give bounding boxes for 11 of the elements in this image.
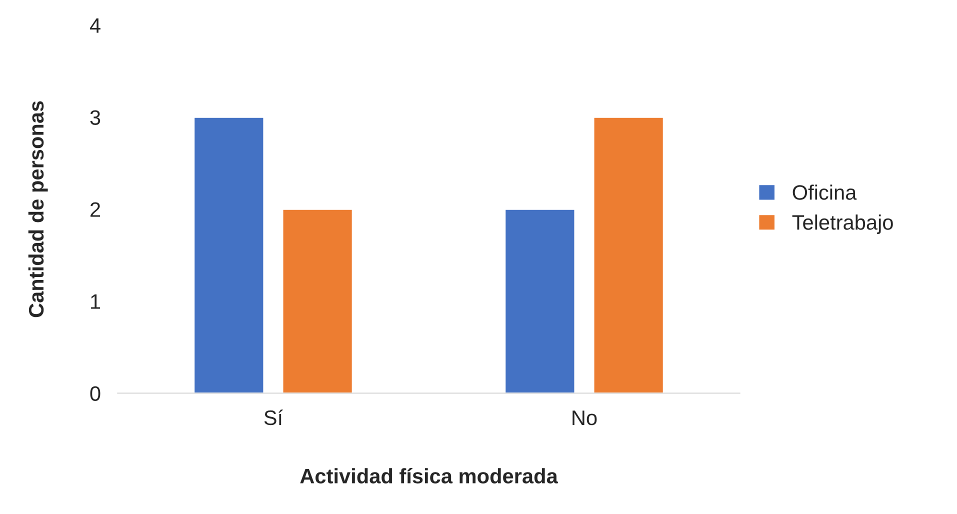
x-tick-label: No [572,410,597,426]
y-tick-label: 1 [91,294,100,309]
y-tick-label: 2 [90,202,100,217]
y-axis-title: Cantidad de personas [28,101,48,318]
y-tick-label: 3 [90,110,100,125]
legend-label: Oficina [792,184,857,200]
y-tick-label: 4 [90,18,100,33]
x-tick-label: Sí [264,410,283,426]
x-axis-title: Actividad física moderada [300,468,558,484]
legend-label: Teletrabajo [792,214,893,234]
y-tick-label: 0 [90,386,100,401]
